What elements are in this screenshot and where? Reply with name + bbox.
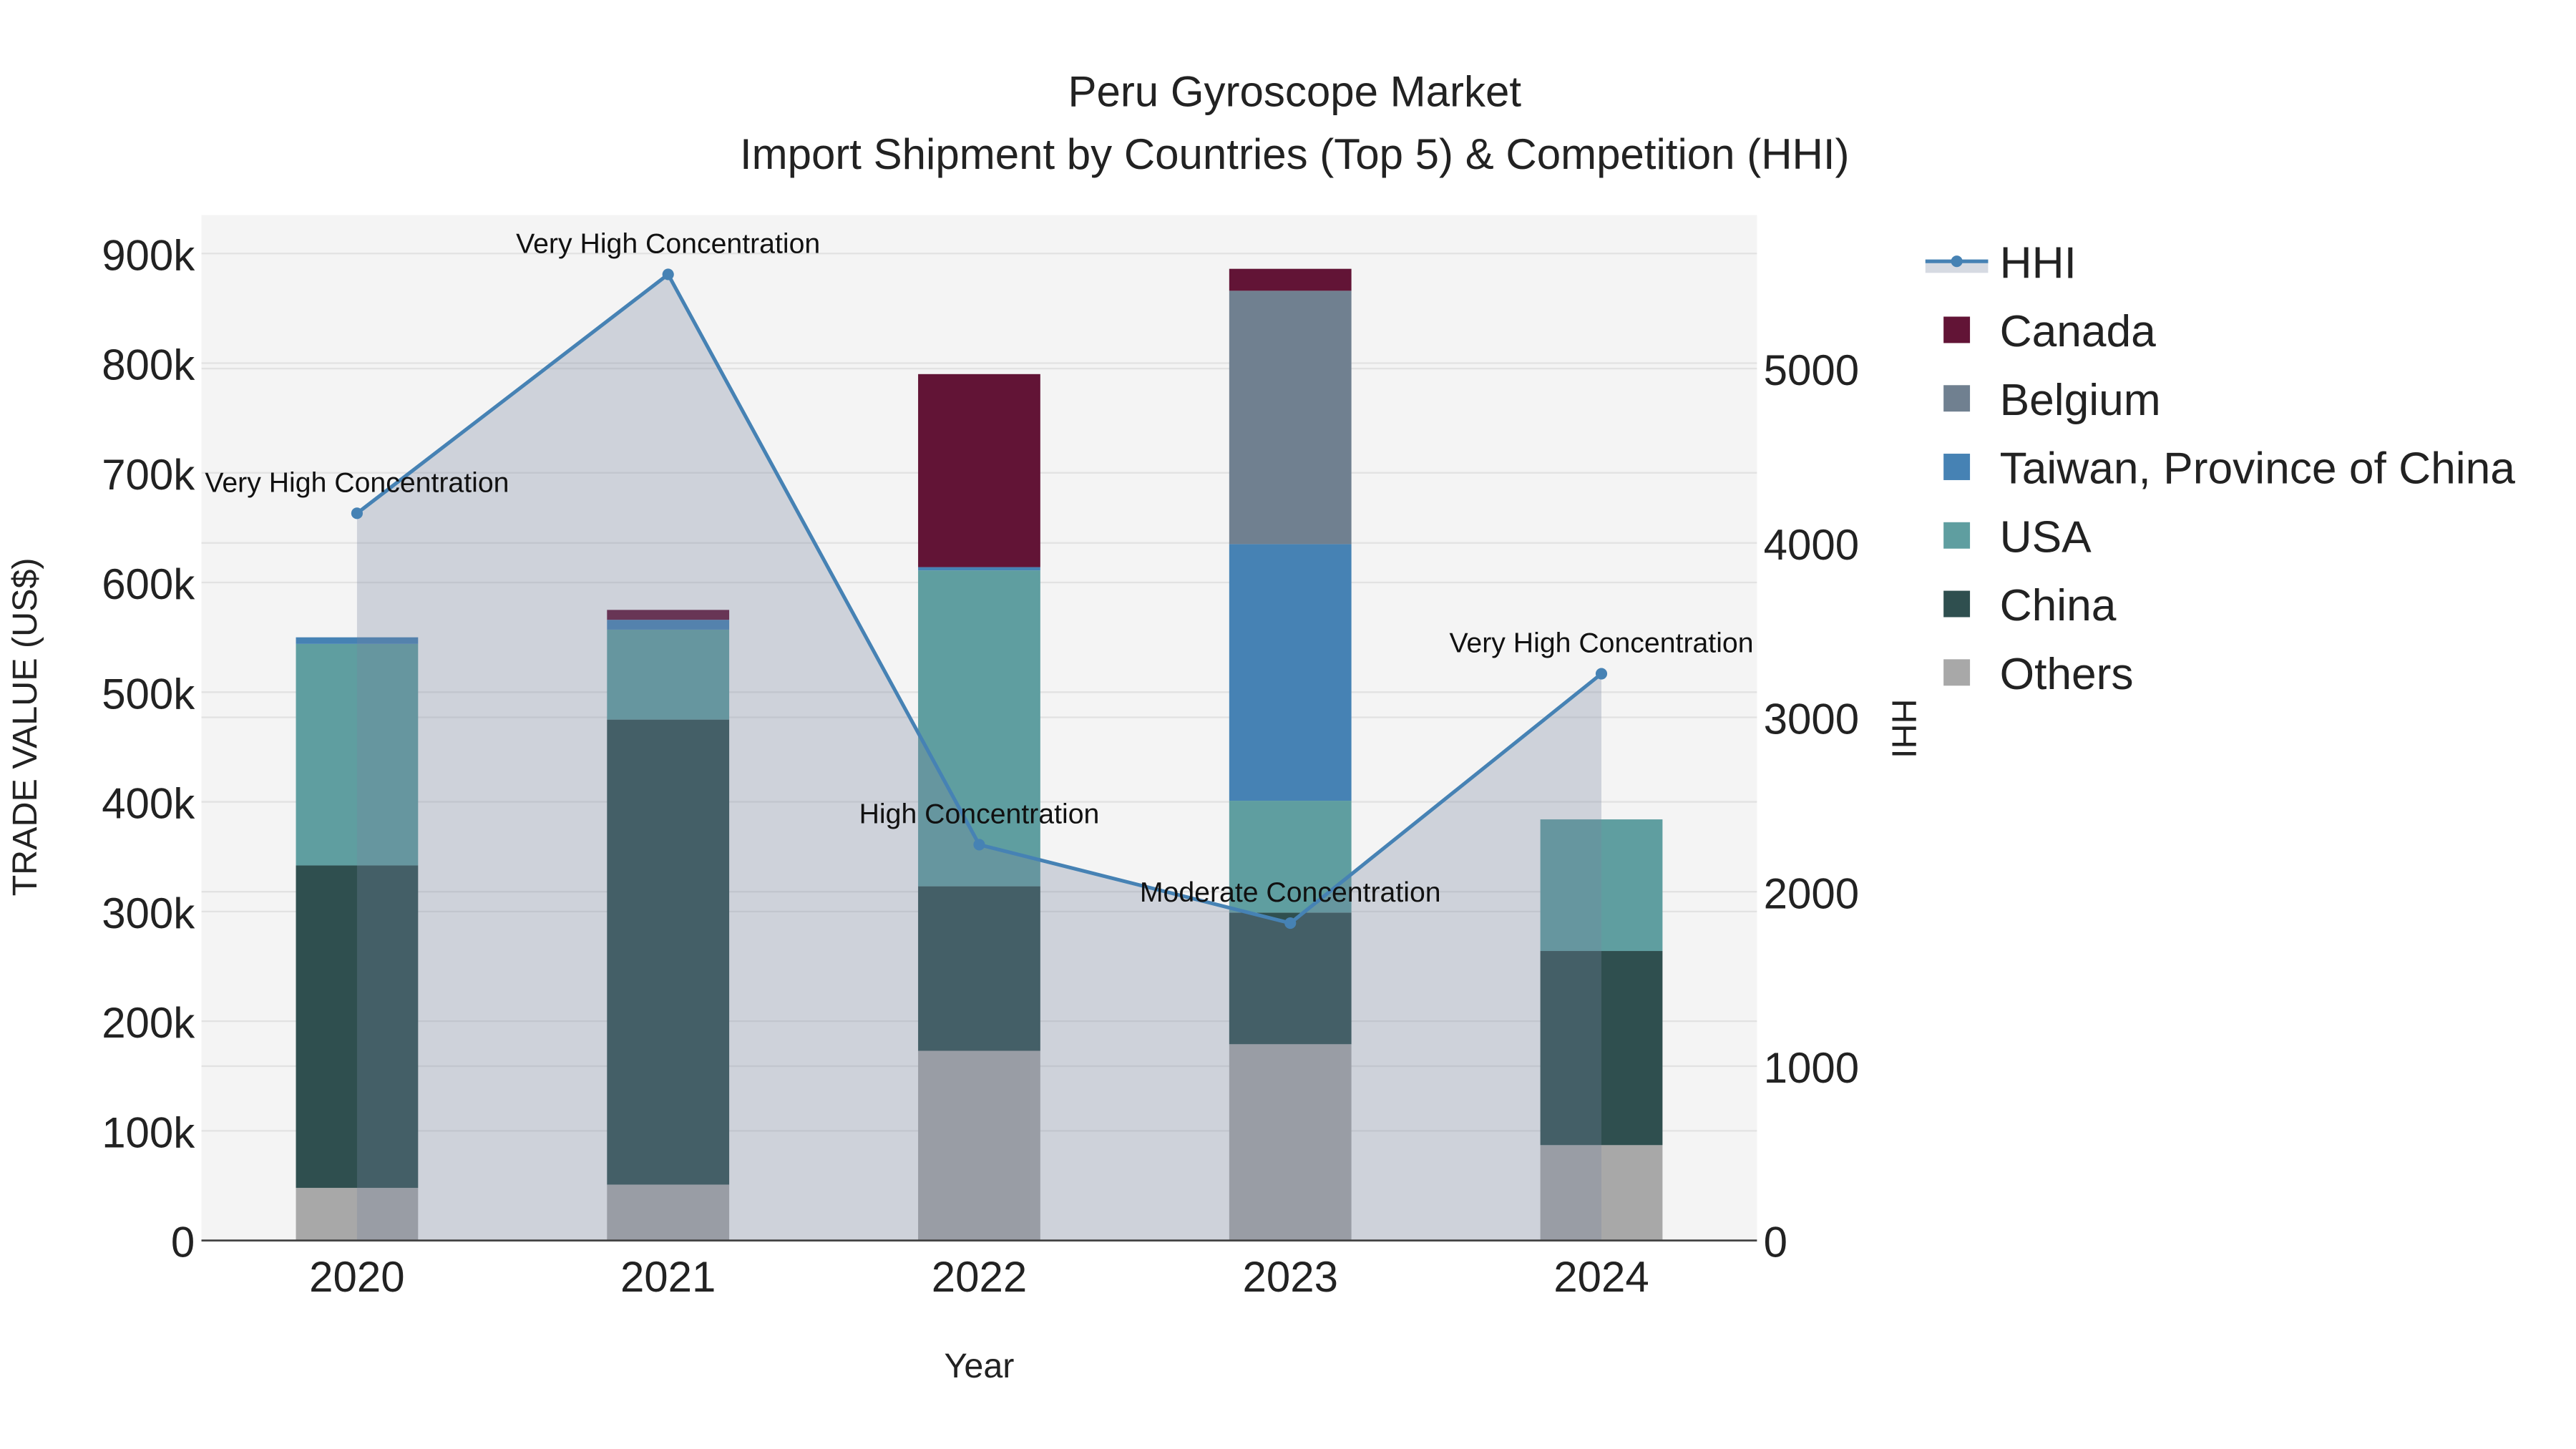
x-axis-label: Year bbox=[945, 1347, 1015, 1385]
legend-label: Belgium bbox=[2000, 376, 2161, 425]
y-tick-label: 400k bbox=[102, 780, 195, 828]
y-tick-label: 300k bbox=[102, 889, 195, 937]
legend-label-hhi: HHI bbox=[2000, 238, 2077, 288]
hhi-point-2022 bbox=[973, 839, 985, 851]
legend-swatch-belgium bbox=[1943, 385, 1971, 412]
y-tick-label: 900k bbox=[102, 231, 195, 279]
hhi-annotation-2021: Very High Concentration bbox=[516, 228, 820, 259]
y2-axis-label: HHI bbox=[1885, 699, 1923, 758]
bar-usa-2022 bbox=[918, 570, 1040, 887]
bar-china-2020 bbox=[296, 865, 419, 1189]
hhi-series: Very High Concentration Very High Concent… bbox=[205, 228, 1754, 1241]
hhi-annotation-2020: Very High Concentration bbox=[205, 467, 509, 498]
bar-belgium-2023 bbox=[1229, 291, 1352, 545]
hhi-area bbox=[356, 274, 1601, 1241]
y-tick-label: 200k bbox=[102, 999, 195, 1047]
bar-taiwan-province-of-china-2020 bbox=[296, 637, 419, 644]
x-tick-label: 2023 bbox=[1242, 1253, 1337, 1301]
y-tick-label: 700k bbox=[102, 451, 195, 499]
y-tick-label: 600k bbox=[102, 560, 195, 608]
legend-label: USA bbox=[2000, 512, 2092, 562]
bar-taiwan-province-of-china-2023 bbox=[1229, 544, 1352, 801]
bar-canada-2023 bbox=[1229, 268, 1352, 291]
chart-title: Peru Gyroscope Market bbox=[1068, 67, 1521, 115]
hhi-annotation-2024: Very High Concentration bbox=[1449, 628, 1753, 659]
hhi-point-2020 bbox=[351, 507, 363, 519]
bar-others-2022 bbox=[918, 1050, 1040, 1241]
legend-label: Canada bbox=[2000, 307, 2157, 356]
hhi-annotation-2022: High Concentration bbox=[859, 798, 1100, 829]
x-tick-label: 2024 bbox=[1553, 1253, 1649, 1301]
y2-tick-label: 2000 bbox=[1764, 869, 1859, 917]
bar-canada-2022 bbox=[918, 374, 1040, 567]
bar-usa-2021 bbox=[607, 629, 730, 720]
hhi-point-2024 bbox=[1595, 668, 1608, 680]
y-tick-label: 0 bbox=[171, 1219, 195, 1267]
hhi-point-2023 bbox=[1284, 917, 1297, 930]
hhi-point-2021 bbox=[662, 268, 674, 280]
bar-taiwan-province-of-china-2021 bbox=[607, 620, 730, 630]
hhi-annotation-2023: Moderate Concentration bbox=[1140, 877, 1441, 908]
x-axis-ticks: 2020 2021 2022 2023 2024 bbox=[309, 1253, 1649, 1301]
y-tick-label: 500k bbox=[102, 670, 195, 718]
bar-china-2023 bbox=[1229, 912, 1352, 1045]
x-tick-label: 2022 bbox=[932, 1253, 1027, 1301]
legend: HHI Canada Belgium Taiwan, Province of Chin… bbox=[1925, 238, 2516, 699]
y2-tick-label: 3000 bbox=[1764, 696, 1859, 743]
legend-label: China bbox=[2000, 581, 2117, 630]
y-axis-label: TRADE VALUE (US$) bbox=[6, 557, 44, 896]
y2-tick-label: 5000 bbox=[1764, 346, 1859, 394]
bar-usa-2020 bbox=[296, 643, 419, 866]
bar-china-2021 bbox=[607, 719, 730, 1185]
legend-swatch-others bbox=[1943, 659, 1971, 686]
y-tick-label: 800k bbox=[102, 341, 195, 389]
bar-others-2024 bbox=[1540, 1145, 1663, 1241]
legend-swatch-taiwan-province-of-china bbox=[1943, 454, 1971, 480]
chart-subtitle: Import Shipment by Countries (Top 5) & C… bbox=[740, 130, 1850, 178]
legend-swatch-china bbox=[1943, 590, 1971, 618]
bar-others-2021 bbox=[607, 1184, 730, 1241]
y2-tick-label: 0 bbox=[1764, 1219, 1787, 1267]
bar-canada-2021 bbox=[607, 610, 730, 620]
y2-axis-ticks: 0 1000 2000 3000 4000 5000 bbox=[1764, 346, 1859, 1267]
y2-tick-label: 1000 bbox=[1764, 1044, 1859, 1092]
x-tick-label: 2020 bbox=[309, 1253, 404, 1301]
bar-others-2020 bbox=[296, 1188, 419, 1241]
y2-tick-label: 4000 bbox=[1764, 521, 1859, 569]
bar-usa-2024 bbox=[1540, 819, 1663, 952]
bar-others-2023 bbox=[1229, 1044, 1352, 1241]
legend-hhi-marker bbox=[1951, 255, 1963, 268]
bar-taiwan-province-of-china-2022 bbox=[918, 567, 1040, 571]
legend-swatch-usa bbox=[1943, 522, 1971, 549]
bars bbox=[296, 268, 1663, 1241]
legend-label: Others bbox=[2000, 650, 2134, 699]
bar-china-2024 bbox=[1540, 951, 1663, 1146]
bar-china-2022 bbox=[918, 886, 1040, 1051]
legend-swatch-canada bbox=[1943, 316, 1971, 343]
legend-label: Taiwan, Province of China bbox=[2000, 444, 2516, 494]
x-tick-label: 2021 bbox=[620, 1253, 716, 1301]
y-tick-label: 100k bbox=[102, 1108, 195, 1156]
bar-usa-2023 bbox=[1229, 801, 1352, 913]
y-axis-ticks: 0 100k 200k 300k 400k 500k 600k 700k 800k 900k bbox=[102, 231, 195, 1266]
